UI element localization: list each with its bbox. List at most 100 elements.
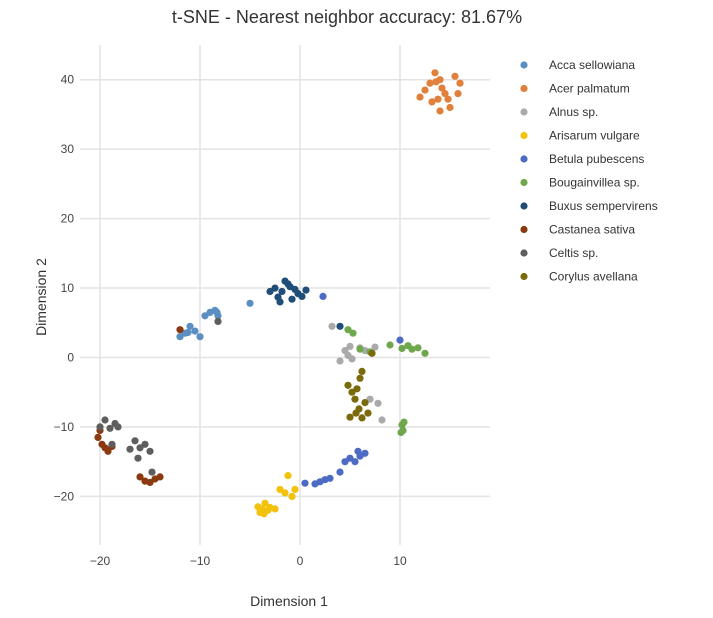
scatter-point xyxy=(271,284,279,292)
scatter-point xyxy=(136,473,144,481)
scatter-point xyxy=(441,90,449,98)
scatter-point xyxy=(114,423,122,431)
scatter-point xyxy=(355,405,363,413)
scatter-point xyxy=(414,344,422,352)
legend-item-label: Bougainvillea sp. xyxy=(549,176,640,190)
scatter-point xyxy=(432,78,440,86)
scatter-point xyxy=(276,298,284,306)
scatter-point xyxy=(271,505,279,513)
legend-marker xyxy=(520,202,528,210)
scatter-point xyxy=(368,349,376,357)
scatter-point xyxy=(214,317,222,325)
scatter-point xyxy=(351,458,359,466)
scatter-point xyxy=(436,107,444,115)
legend-marker xyxy=(520,272,528,281)
scatter-point xyxy=(176,326,184,334)
x-axis-title: Dimension 1 xyxy=(250,593,328,609)
scatter-point xyxy=(451,72,459,80)
scatter-point xyxy=(356,374,364,382)
legend-marker xyxy=(520,84,528,93)
scatter-point xyxy=(446,103,454,112)
scatter-point xyxy=(397,428,405,437)
scatter-point xyxy=(319,292,327,300)
scatter-point xyxy=(278,287,286,296)
scatter-point xyxy=(351,395,359,403)
scatter-point xyxy=(302,286,310,294)
scatter-point xyxy=(146,447,154,455)
scatter-point xyxy=(96,423,104,431)
x-tick-label: −20 xyxy=(90,554,111,568)
legend-item-label: Alnus sp. xyxy=(549,105,598,119)
scatter-point xyxy=(361,399,369,407)
scatter-point xyxy=(356,345,364,353)
scatter-point xyxy=(428,98,436,106)
y-tick-label: −20 xyxy=(54,489,75,503)
scatter-point xyxy=(336,357,344,365)
legend-marker xyxy=(520,178,528,187)
scatter-point xyxy=(396,336,404,344)
scatter-point xyxy=(106,424,114,432)
scatter-point xyxy=(344,351,352,359)
scatter-point xyxy=(328,322,336,330)
legend-item-label: Acer palmatum xyxy=(549,82,630,96)
legend-marker xyxy=(520,225,528,234)
scatter-point xyxy=(374,399,382,407)
x-tick-label: −10 xyxy=(190,554,211,568)
scatter-point xyxy=(284,472,292,480)
scatter-point xyxy=(344,326,352,334)
scatter-point xyxy=(371,343,379,351)
legend-item-label: Corylus avellana xyxy=(549,270,638,284)
x-tick-label: 0 xyxy=(297,554,304,568)
scatter-point xyxy=(444,95,452,103)
scatter-point xyxy=(288,295,296,303)
legend-item-label: Acca sellowiana xyxy=(549,58,635,72)
scatter-point xyxy=(349,329,357,337)
scatter-point xyxy=(184,328,192,337)
scatter-point xyxy=(358,367,366,375)
legend-item-label: Castanea sativa xyxy=(549,223,635,237)
scatter-point xyxy=(134,454,142,462)
scatter-point xyxy=(434,95,442,103)
scatter-point xyxy=(286,283,294,291)
y-tick-label: 0 xyxy=(67,351,74,365)
scatter-point xyxy=(408,345,416,353)
scatter-point xyxy=(146,478,154,487)
y-tick-label: 10 xyxy=(61,281,75,295)
scatter-point xyxy=(131,437,139,445)
legend-item-label: Celtis sp. xyxy=(549,246,598,260)
scatter-point xyxy=(398,344,406,353)
scatter-point xyxy=(400,418,408,426)
scatter-point xyxy=(108,440,116,448)
legend-marker xyxy=(520,108,528,116)
scatter-point xyxy=(213,308,221,316)
scatter-point xyxy=(416,93,424,101)
y-tick-label: 30 xyxy=(61,142,75,156)
scatter-point xyxy=(281,489,289,497)
scatter-point xyxy=(431,69,439,77)
scatter-point xyxy=(291,485,299,493)
scatter-point xyxy=(288,492,296,500)
scatter-point xyxy=(336,322,344,330)
scatter-point xyxy=(148,468,156,476)
legend-marker xyxy=(520,61,528,69)
legend-item-label: Arisarum vulgare xyxy=(549,129,640,143)
chart-title: t-SNE - Nearest neighbor accuracy: 81.67… xyxy=(172,7,522,27)
scatter-point xyxy=(326,474,334,482)
scatter-point xyxy=(386,341,394,349)
scatter-point xyxy=(136,444,144,452)
legend-marker xyxy=(520,155,528,163)
scatter-point xyxy=(298,292,306,300)
scatter-point xyxy=(364,409,372,417)
scatter-point xyxy=(246,299,254,307)
scatter-point xyxy=(261,499,269,507)
scatter-point xyxy=(361,449,369,457)
y-axis-ticks: −20 −10 0 10 20 30 40 xyxy=(54,73,75,504)
legend-item-label: Buxus sempervirens xyxy=(549,199,658,213)
y-tick-label: −10 xyxy=(54,420,75,434)
scatter-point xyxy=(354,447,362,455)
y-tick-label: 40 xyxy=(61,73,75,87)
legend-item-label: Betula pubescens xyxy=(549,152,644,166)
scatter-point xyxy=(336,468,344,476)
